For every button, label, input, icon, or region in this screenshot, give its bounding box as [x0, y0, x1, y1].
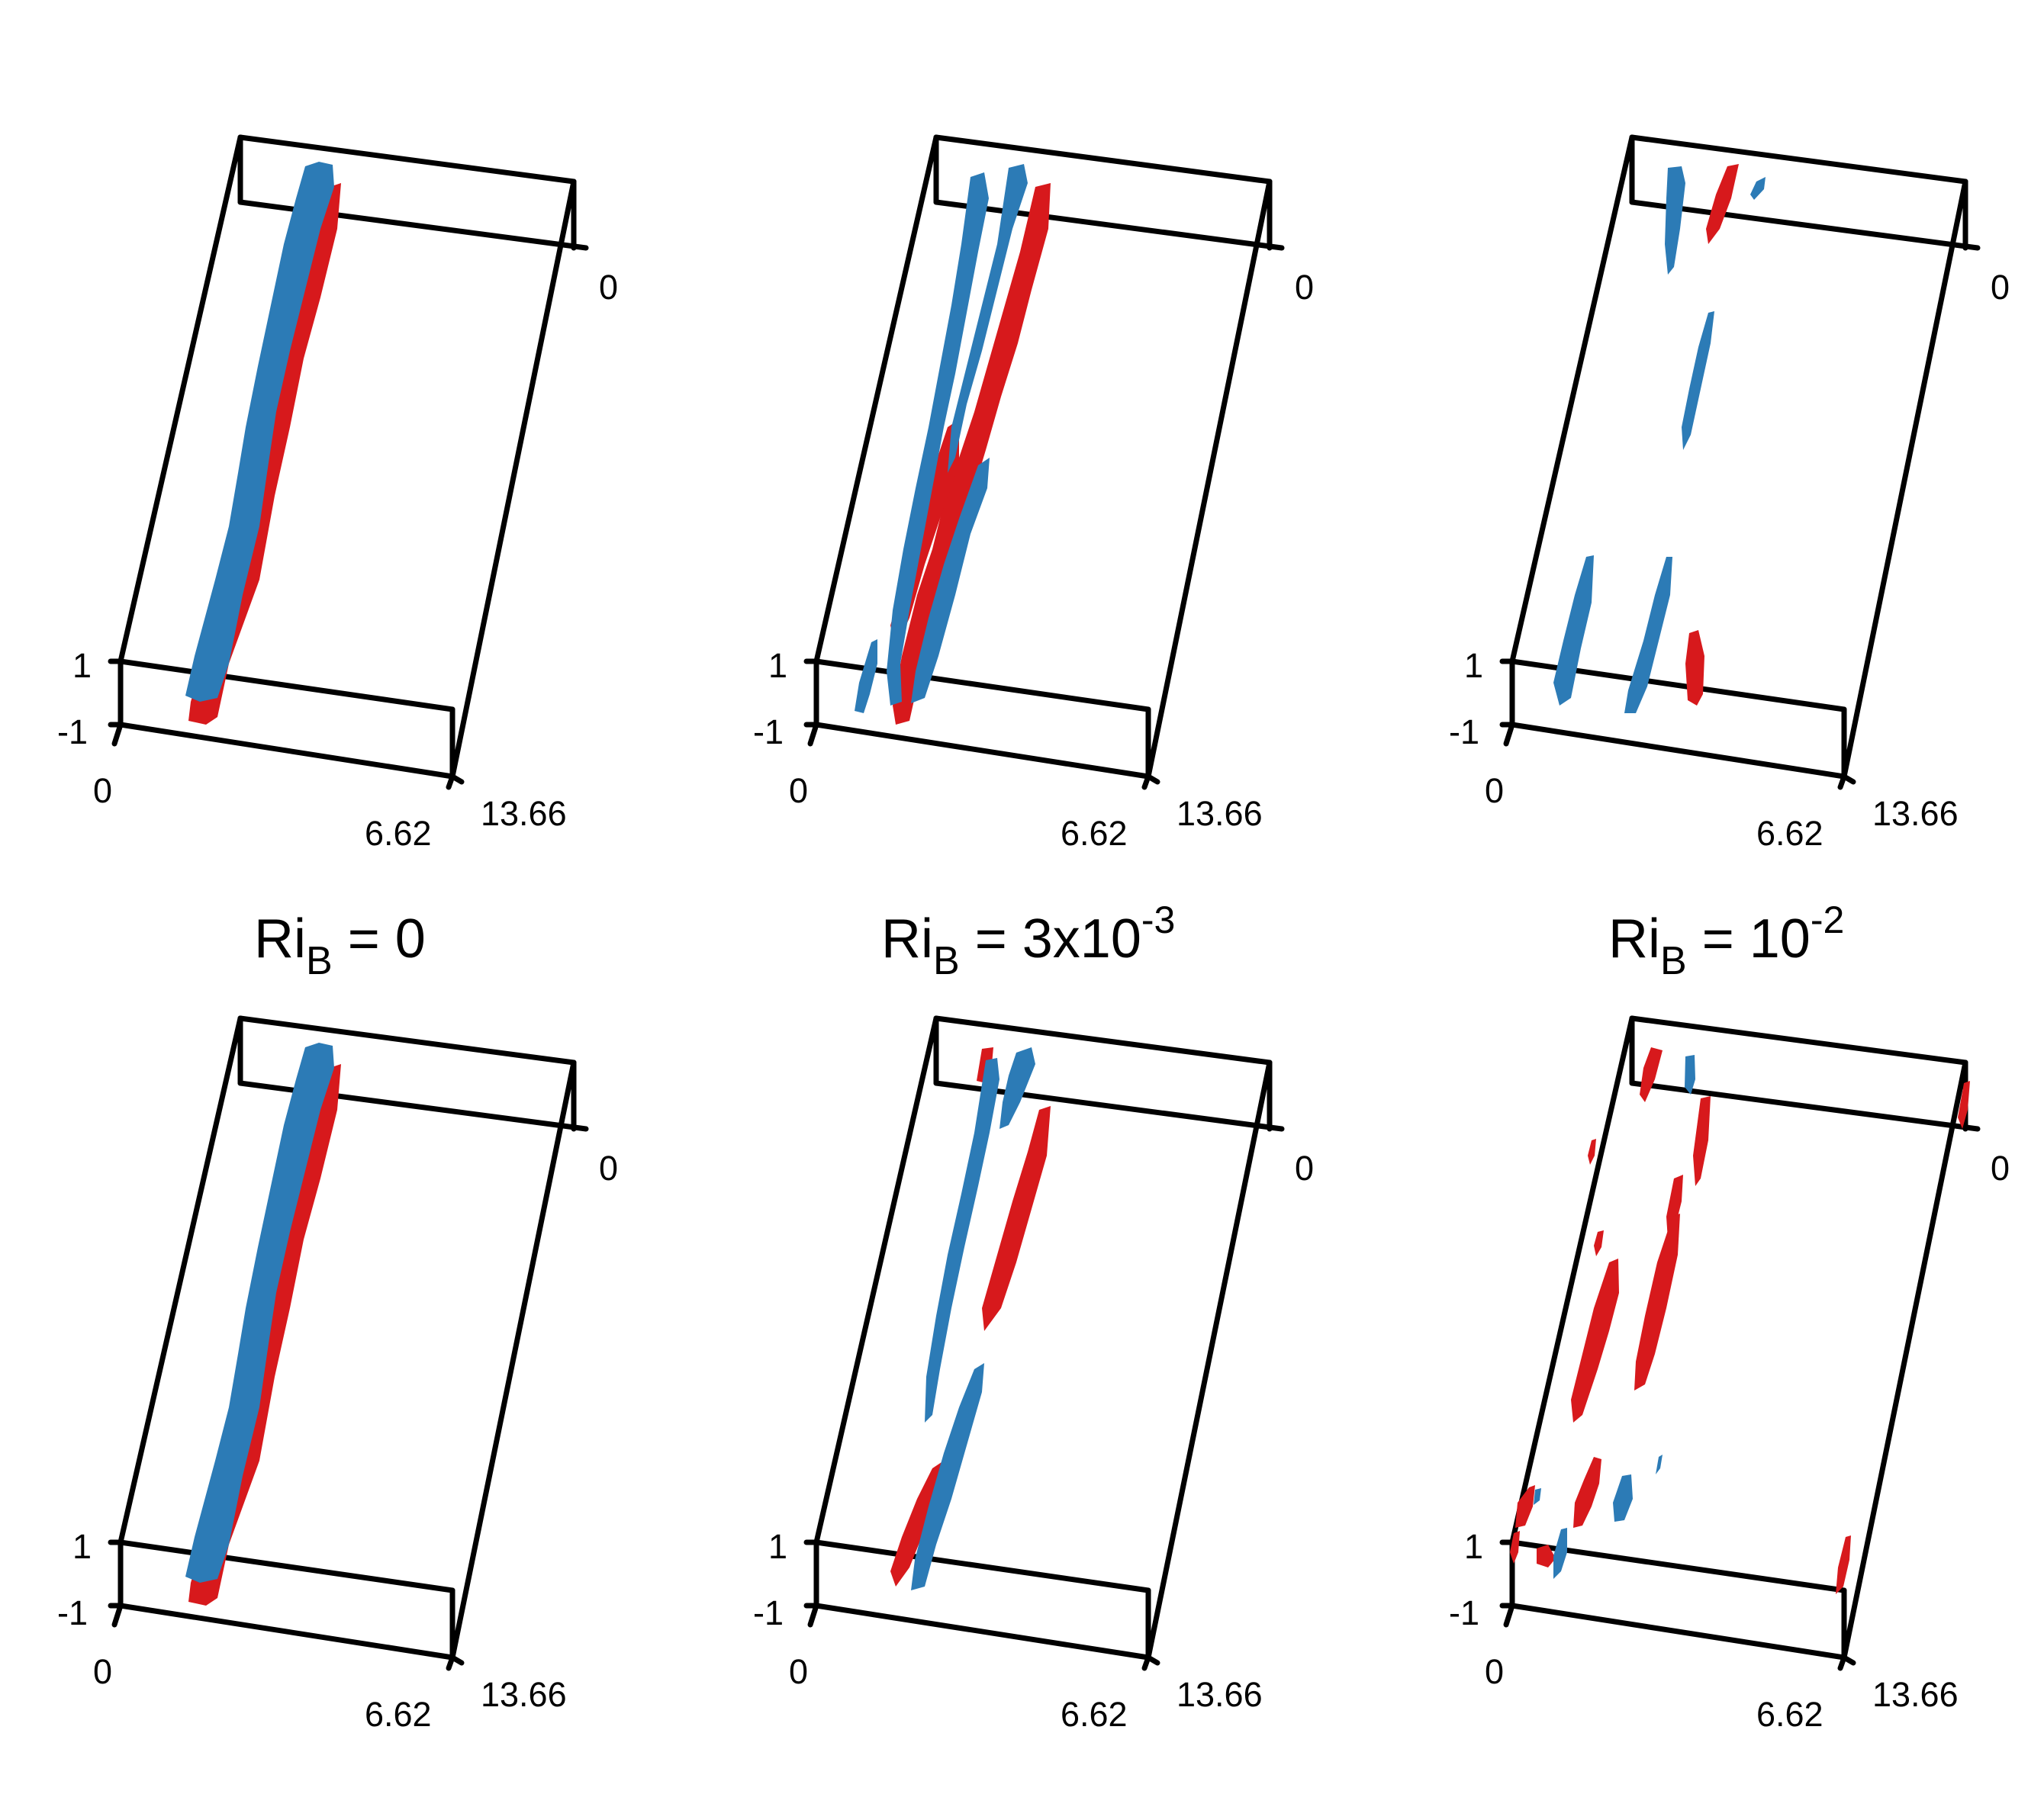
title-col-0: RiB = 0 — [254, 908, 426, 983]
z-tick-bottom: -1 — [1449, 712, 1479, 751]
positive-structure — [1836, 1535, 1851, 1594]
y-tick-end: 13.66 — [481, 1675, 567, 1714]
positive-structure — [982, 1106, 1051, 1331]
positive-structure — [1571, 1259, 1619, 1423]
x-tick-end: 6.62 — [1756, 1695, 1824, 1734]
z-tick-top: 1 — [72, 1527, 92, 1566]
negative-structure — [999, 1047, 1035, 1129]
y-tick-start: 0 — [1295, 1149, 1314, 1188]
y-tick-start: 0 — [1295, 268, 1314, 307]
x-tick-start: 0 — [789, 1652, 808, 1691]
positive-structure — [1634, 1214, 1680, 1391]
negative-structure — [1624, 557, 1672, 713]
z-tick-bottom: -1 — [57, 712, 88, 751]
negative-structure — [911, 1363, 984, 1590]
positive-structure — [1958, 1081, 1970, 1129]
positive-structure — [1685, 630, 1704, 706]
positive-structure — [1573, 1457, 1601, 1528]
title-col-2: RiB = 10-2 — [1608, 899, 1844, 983]
negative-structure — [855, 639, 877, 713]
y-tick-end: 13.66 — [481, 794, 567, 833]
y-tick-end: 13.66 — [1177, 794, 1263, 833]
panel-bottom-ri1e-2: 1 -1 0 6.62 0 13.66 — [1449, 1018, 2010, 1734]
x-tick-start: 0 — [93, 1652, 112, 1691]
negative-structure — [1685, 1055, 1695, 1095]
x-tick-end: 6.62 — [365, 814, 432, 853]
z-tick-top: 1 — [768, 1527, 787, 1566]
title-col-1: RiB = 3x10-3 — [881, 899, 1175, 983]
negative-structure — [948, 164, 1028, 473]
z-tick-top: 1 — [1464, 1527, 1483, 1566]
x-tick-end: 6.62 — [1061, 1695, 1128, 1734]
box-frame — [1502, 137, 1978, 787]
x-tick-start: 0 — [1485, 771, 1504, 810]
panel-top-ri3e-3: 1 -1 0 6.62 0 13.66 — [753, 137, 1314, 853]
positive-structure — [1693, 1096, 1711, 1186]
z-tick-top: 1 — [1464, 646, 1483, 685]
z-tick-top: 1 — [768, 646, 787, 685]
z-tick-bottom: -1 — [57, 1593, 88, 1632]
x-tick-start: 0 — [1485, 1652, 1504, 1691]
box-frame — [1502, 1018, 1978, 1668]
negative-structure — [925, 1058, 999, 1423]
negative-structure — [1682, 311, 1714, 450]
x-tick-end: 6.62 — [1061, 814, 1128, 853]
negative-structure — [887, 172, 989, 706]
negative-structure — [1553, 555, 1594, 706]
positive-structure — [1706, 164, 1739, 244]
y-tick-start: 0 — [1991, 1149, 2010, 1188]
panel-top-ri0: 1 -1 0 6.62 0 13.66 — [57, 137, 618, 853]
z-tick-bottom: -1 — [753, 712, 784, 751]
positive-structure — [1588, 1139, 1596, 1165]
z-tick-bottom: -1 — [753, 1593, 784, 1632]
negative-structure — [1665, 166, 1685, 275]
x-tick-end: 6.62 — [1756, 814, 1824, 853]
z-tick-top: 1 — [72, 646, 92, 685]
negative-structure — [1750, 177, 1766, 200]
x-tick-end: 6.62 — [365, 1695, 432, 1734]
negative-structure — [185, 1043, 334, 1583]
positive-structure — [893, 183, 1051, 725]
y-tick-start: 0 — [1991, 268, 2010, 307]
y-tick-start: 0 — [599, 1149, 618, 1188]
negative-structure — [1656, 1455, 1663, 1474]
negative-structure — [1613, 1474, 1633, 1522]
positive-structure — [890, 1461, 944, 1587]
positive-structure — [1537, 1545, 1556, 1567]
y-tick-end: 13.66 — [1872, 1675, 1959, 1714]
negative-structure — [1553, 1528, 1567, 1579]
y-tick-end: 13.66 — [1177, 1675, 1263, 1714]
box-frame — [111, 1018, 586, 1668]
panel-top-ri1e-2: 1 -1 0 6.62 0 13.66 — [1449, 137, 2010, 853]
negative-structure — [1534, 1488, 1541, 1505]
y-tick-start: 0 — [599, 268, 618, 307]
positive-structure — [1594, 1230, 1604, 1256]
panel-bottom-ri0: 1 -1 0 6.62 0 13.66 — [57, 1018, 618, 1734]
x-tick-start: 0 — [93, 771, 112, 810]
y-tick-end: 13.66 — [1872, 794, 1959, 833]
negative-structure — [185, 162, 334, 702]
box-frame — [111, 137, 586, 787]
positive-structure — [1640, 1047, 1663, 1102]
z-tick-bottom: -1 — [1449, 1593, 1479, 1632]
positive-structure — [1515, 1485, 1535, 1528]
panel-bottom-ri3e-3: 1 -1 0 6.62 0 13.66 — [753, 1018, 1314, 1734]
x-tick-start: 0 — [789, 771, 808, 810]
negative-structure — [911, 458, 990, 703]
positive-structure — [1510, 1531, 1520, 1564]
